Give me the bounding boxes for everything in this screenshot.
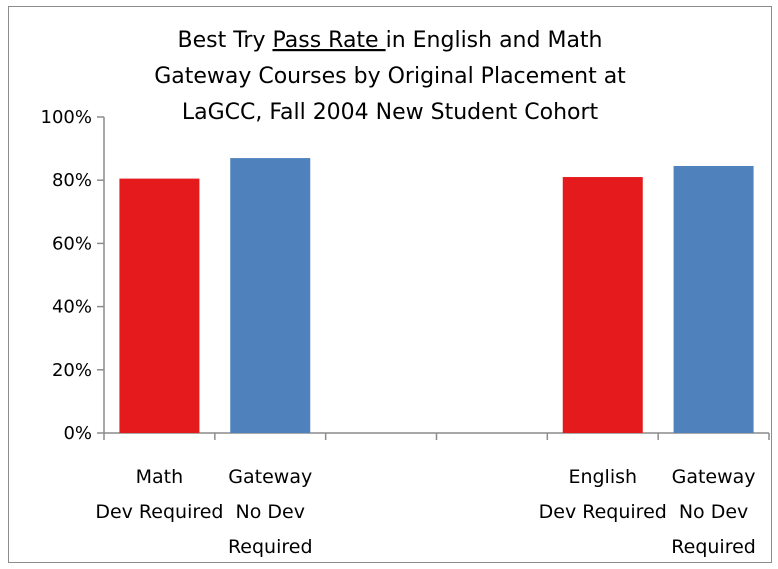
- x-category-label-line: Required: [671, 536, 756, 558]
- y-tick-label: 60%: [52, 233, 92, 254]
- x-category-label-line: English: [568, 466, 637, 488]
- x-category-label-line: Math: [136, 466, 184, 488]
- title-line-1-underlined: Pass Rate: [272, 28, 385, 53]
- x-category-label-line: Dev Required: [95, 501, 223, 523]
- y-tick-label: 0%: [63, 423, 92, 444]
- bar: [230, 158, 311, 433]
- x-category-label-line: No Dev: [236, 501, 305, 523]
- bar: [119, 178, 200, 433]
- chart-title-line-2: Gateway Courses by Original Placement at: [154, 64, 626, 89]
- y-tick-label: 20%: [52, 360, 92, 381]
- bar: [673, 165, 754, 434]
- x-category-label: Gateway No Dev Required: [671, 466, 756, 558]
- x-category-label-line: Gateway: [228, 466, 312, 488]
- chart-title-line-1: Best Try Pass Rate in English and Math: [177, 28, 602, 53]
- bar-chart: Best Try Pass Rate in English and Math G…: [41, 28, 770, 558]
- x-category-label: English Dev Required: [539, 466, 667, 523]
- x-category-label: Math Dev Required: [95, 466, 223, 523]
- x-category-label-line: Gateway: [672, 466, 756, 488]
- title-line-1-post: in English and Math: [386, 28, 603, 53]
- x-category-label: Gateway No Dev Required: [228, 466, 313, 558]
- plot-area: 0%20%40%60%80%100%Math Dev RequiredGatewa…: [41, 107, 770, 558]
- chart-title-line-3: LaGCC, Fall 2004 New Student Cohort: [182, 100, 599, 125]
- y-tick-label: 80%: [52, 170, 92, 191]
- y-tick-label: 100%: [41, 107, 92, 128]
- chart-frame: Best Try Pass Rate in English and Math G…: [8, 6, 772, 563]
- title-line-1-pre: Best Try: [177, 28, 272, 53]
- x-category-label-line: No Dev: [679, 501, 748, 523]
- y-tick-label: 40%: [52, 297, 92, 318]
- x-category-label-line: Dev Required: [539, 501, 667, 523]
- bar: [562, 177, 643, 433]
- x-category-label-line: Required: [228, 536, 313, 558]
